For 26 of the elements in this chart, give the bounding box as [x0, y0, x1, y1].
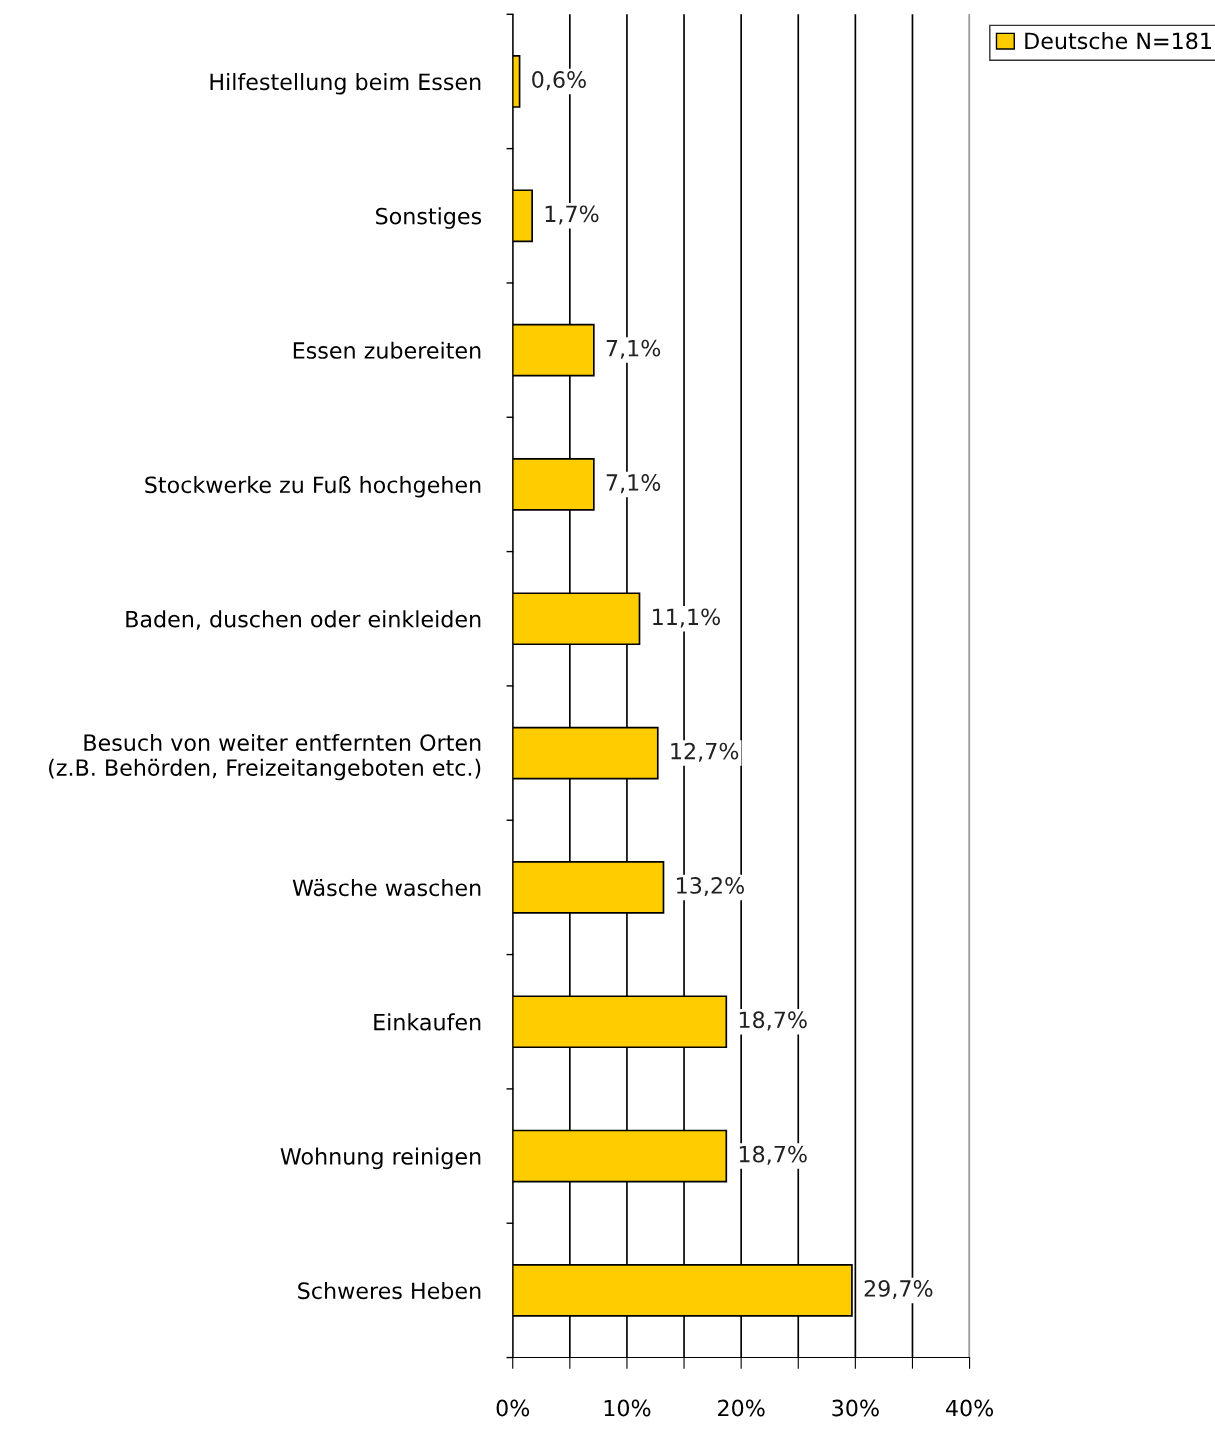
data-label: 18,7% — [739, 1145, 807, 1165]
x-tick-label: 10% — [604, 1399, 651, 1417]
y-tick-label: Schweres Heben — [298, 1281, 481, 1300]
data-label: 7,1% — [606, 474, 661, 494]
data-label: 18,7% — [739, 1011, 807, 1031]
x-tick-label: 40% — [945, 1399, 994, 1417]
y-tick-label: Hilfestellung beim Essen — [210, 73, 481, 95]
data-label: 29,7% — [864, 1280, 933, 1300]
data-label: 7,1% — [606, 339, 661, 359]
x-tick-label: 20% — [718, 1399, 765, 1417]
y-tick-label: Baden, duschen oder einkleiden — [126, 610, 481, 630]
y-tick-label: Wäsche waschen — [292, 878, 481, 897]
y-tick-label: Wohnung reinigen — [280, 1147, 481, 1170]
y-tick-label: Sonstiges — [376, 207, 482, 229]
y-tick-label: Besuch von weiter entfernten Orten (z.B. Behörden, Freizeitangeboten etc.) — [49, 733, 481, 781]
data-label: 13,2% — [677, 877, 744, 897]
y-tick-label: Einkaufen — [374, 1013, 481, 1031]
data-label: 11,1% — [653, 608, 720, 628]
data-label: 1,7% — [545, 205, 599, 225]
data-label: 12,7% — [671, 742, 739, 762]
y-tick-label: Essen zubereiten — [293, 341, 481, 359]
legend-label: Deutsche N=181 — [1025, 32, 1211, 50]
data-label: 0,6% — [532, 71, 586, 91]
x-tick-label: 30% — [832, 1399, 879, 1417]
y-tick-label: Stockwerke zu Fuß hochgehen — [145, 475, 481, 498]
x-tick-label: 0% — [496, 1399, 530, 1417]
